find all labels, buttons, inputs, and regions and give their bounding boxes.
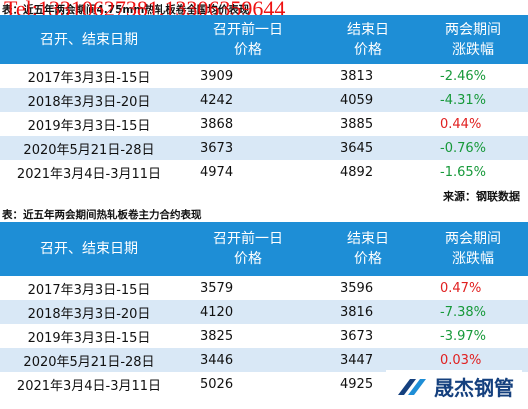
header-text: 价格: [354, 251, 382, 267]
cell: 2018年3月3日-20日: [0, 88, 178, 112]
header-cell: 两会期间 涨跌幅: [418, 222, 528, 276]
cell: 4242: [178, 88, 318, 112]
header-text: 召开、结束日期: [40, 31, 138, 48]
cell: 3645: [318, 136, 418, 160]
cell: 4925: [340, 376, 374, 392]
logo-text: 晟杰钢管: [434, 376, 514, 400]
cell: 4892: [340, 164, 374, 180]
header-cell: 召开、结束日期: [0, 222, 178, 276]
header-text: 两会期间: [445, 21, 501, 38]
cell: 3816: [318, 300, 418, 324]
header-cell: 召开、结束日期: [0, 15, 178, 64]
header-text: 涨跌幅: [452, 41, 494, 58]
cell: 3446: [178, 348, 318, 372]
cell: 3673: [178, 136, 318, 160]
source: 来源：钢联数据: [443, 190, 520, 203]
header-row: 召开、结束日期 召开前一日 价格 结束日 价格 两会期间 涨跌幅: [0, 222, 528, 276]
row: 2019年3月3日-15日 3825 3673 -3.97%: [0, 324, 528, 348]
cell: 2019年3月3日-15日: [27, 330, 151, 346]
cell: 2017年3月3日-15日: [27, 282, 151, 298]
header-row: 召开、结束日期 召开前一日 价格 结束日 价格 两会期间 涨跌幅: [0, 15, 528, 64]
cell: -4.31%: [418, 88, 528, 112]
cell: 3909: [200, 68, 234, 84]
header-text: 两会期间: [445, 231, 501, 247]
header-cell: 两会期间 涨跌幅: [418, 15, 528, 64]
cell: 0.47%: [440, 280, 482, 296]
header-text: 价格: [354, 41, 382, 58]
caption: 表：近五年两会期间热轧板卷主力合约表现: [2, 209, 202, 221]
cell: 3596: [340, 280, 374, 296]
cell: -1.65%: [440, 164, 486, 180]
header-text: 召开前一日: [213, 231, 283, 247]
header-cell: 召开前一日 价格: [178, 15, 318, 64]
row: 2019年3月3日-15日 3868 3885 0.44%: [0, 112, 528, 136]
cell: 2020年5月21日-28日: [0, 136, 178, 160]
cell: 3825: [200, 328, 234, 344]
cell: 3868: [200, 116, 234, 132]
row: 2018年3月3日-20日 4120 3816 -7.38%: [0, 300, 528, 324]
cell: -3.97%: [440, 328, 486, 344]
cell: 0.03%: [418, 348, 528, 372]
header-text: 结束日: [347, 231, 389, 247]
logo: 晟杰钢管: [386, 370, 522, 403]
cell: 2021年3月4日-3月11日: [16, 166, 162, 182]
header-text: 价格: [234, 251, 262, 267]
cell: -0.76%: [418, 136, 528, 160]
row: 2018年3月3日-20日 4242 4059 -4.31%: [0, 88, 528, 112]
header-text: 召开前一日: [213, 21, 283, 38]
header-cell: 结束日 价格: [318, 15, 418, 64]
row: 2021年3月4日-3月11日 4974 4892 -1.65%: [0, 160, 528, 184]
table: 召开、结束日期 召开前一日 价格 结束日 价格 两会期间 涨跌幅 2017年3月3日-15日 3…: [0, 222, 528, 396]
cell: 2018年3月3日-20日: [0, 300, 178, 324]
cell: -7.38%: [418, 300, 528, 324]
header-text: 结束日: [347, 21, 389, 38]
table: 召开、结束日期 召开前一日 价格 结束日 价格 两会期间 涨跌幅 2017年3月3日-15日 3…: [0, 15, 528, 184]
header-text: 召开、结束日期: [40, 241, 138, 257]
cell: 5026: [200, 376, 234, 392]
cell: 2020年5月21日-28日: [0, 348, 178, 372]
cell: 3673: [340, 328, 374, 344]
cell: 4059: [318, 88, 418, 112]
cell: 2017年3月3日-15日: [27, 70, 151, 86]
header-cell: 召开前一日 价格: [178, 222, 318, 276]
row: 2017年3月3日-15日 3909 3813 -2.46%: [0, 64, 528, 88]
row: 2020年5月21日-28日 3446 3447 0.03%: [0, 348, 528, 372]
cell: 3885: [340, 116, 374, 132]
caption: 表：近五年两会期间4.75mm热轧板卷全国均价表现: [2, 4, 250, 16]
header-text: 价格: [234, 41, 262, 58]
row: 2020年5月21日-28日 3673 3645 -0.76%: [0, 136, 528, 160]
logo-icon: [398, 378, 426, 395]
header-cell: 结束日 价格: [318, 222, 418, 276]
cell: 3447: [318, 348, 418, 372]
cell: 2021年3月4日-3月11日: [16, 378, 162, 394]
header-text: 涨跌幅: [452, 251, 494, 267]
row: 2017年3月3日-15日 3579 3596 0.47%: [0, 276, 528, 300]
cell: 3813: [340, 68, 374, 84]
cell: 4974: [200, 164, 234, 180]
cell: 2019年3月3日-15日: [27, 118, 151, 134]
cell: 4120: [178, 300, 318, 324]
cell: 0.44%: [440, 116, 482, 132]
cell: -2.46%: [440, 68, 486, 84]
cell: 3579: [200, 280, 234, 296]
